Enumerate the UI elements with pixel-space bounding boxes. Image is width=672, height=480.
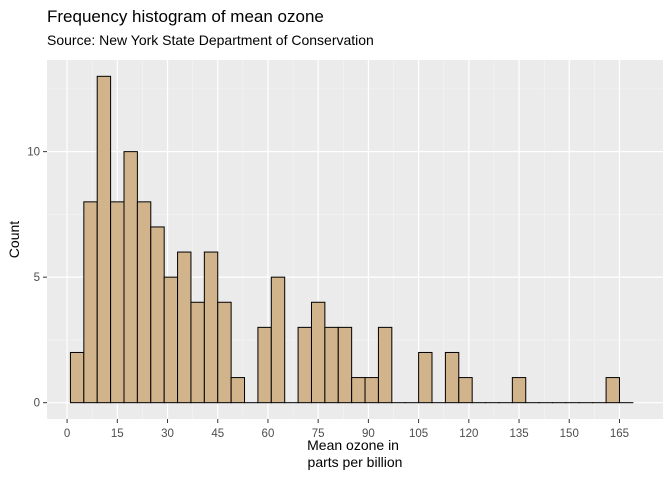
histogram-bar	[163, 276, 179, 404]
y-tick-label: 5	[34, 272, 40, 284]
x-axis-title-line-2: parts per billion	[308, 454, 403, 470]
histogram-bar	[83, 201, 98, 404]
x-tick-label: 90	[362, 428, 375, 440]
histogram-bar	[324, 326, 339, 404]
histogram-bar	[511, 377, 527, 404]
histogram-bar	[150, 226, 165, 404]
histogram-bars	[69, 75, 634, 404]
x-tick-label: 75	[312, 428, 325, 440]
histogram-bar	[310, 301, 326, 404]
x-tick-label: 105	[409, 428, 428, 440]
histogram-bar	[605, 377, 620, 404]
x-tick-label: 165	[610, 428, 629, 440]
histogram-bar	[217, 301, 232, 404]
histogram-bar	[351, 377, 366, 404]
x-axis-title-line-1: Mean ozone in	[307, 437, 399, 453]
histogram-bar	[337, 326, 353, 404]
x-axis-title: Mean ozone in parts per billion	[307, 437, 403, 470]
histogram-bar	[257, 326, 272, 404]
chart-subtitle: Source: New York State Department of Con…	[47, 32, 374, 48]
histogram-bar	[123, 151, 138, 404]
x-tick-label: 60	[262, 428, 275, 440]
histogram-bar	[270, 276, 286, 404]
histogram-bar	[203, 251, 219, 404]
x-tick-label: 30	[161, 428, 174, 440]
y-axis-title: Count	[6, 221, 22, 258]
histogram-bar	[230, 377, 246, 404]
histogram-bar	[364, 377, 379, 404]
histogram-bar	[297, 326, 312, 404]
histogram-bar	[418, 351, 433, 404]
x-tick-label: 45	[211, 428, 224, 440]
x-tick-label: 15	[111, 428, 124, 440]
histogram-bar	[190, 301, 205, 404]
histogram-bar	[96, 75, 112, 404]
histogram-bar	[377, 326, 393, 404]
histogram-bar	[69, 351, 85, 404]
histogram-bar	[458, 377, 473, 404]
x-axis-ticks: 0 15 30 45 60 75 90 105 120 135 150 165	[64, 419, 629, 440]
chart-title: Frequency histogram of mean ozone	[47, 7, 324, 26]
histogram-bar	[444, 351, 460, 404]
y-tick-label: 10	[27, 147, 40, 159]
x-tick-label: 0	[64, 428, 70, 440]
y-axis-ticks: 0 5 10	[27, 147, 47, 410]
histogram-bar	[177, 251, 192, 404]
y-tick-label: 0	[34, 398, 40, 410]
x-tick-label: 135	[509, 428, 528, 440]
histogram-bar	[136, 201, 152, 404]
histogram-bar	[110, 201, 125, 404]
x-tick-label: 120	[459, 428, 478, 440]
x-tick-label: 150	[560, 428, 579, 440]
